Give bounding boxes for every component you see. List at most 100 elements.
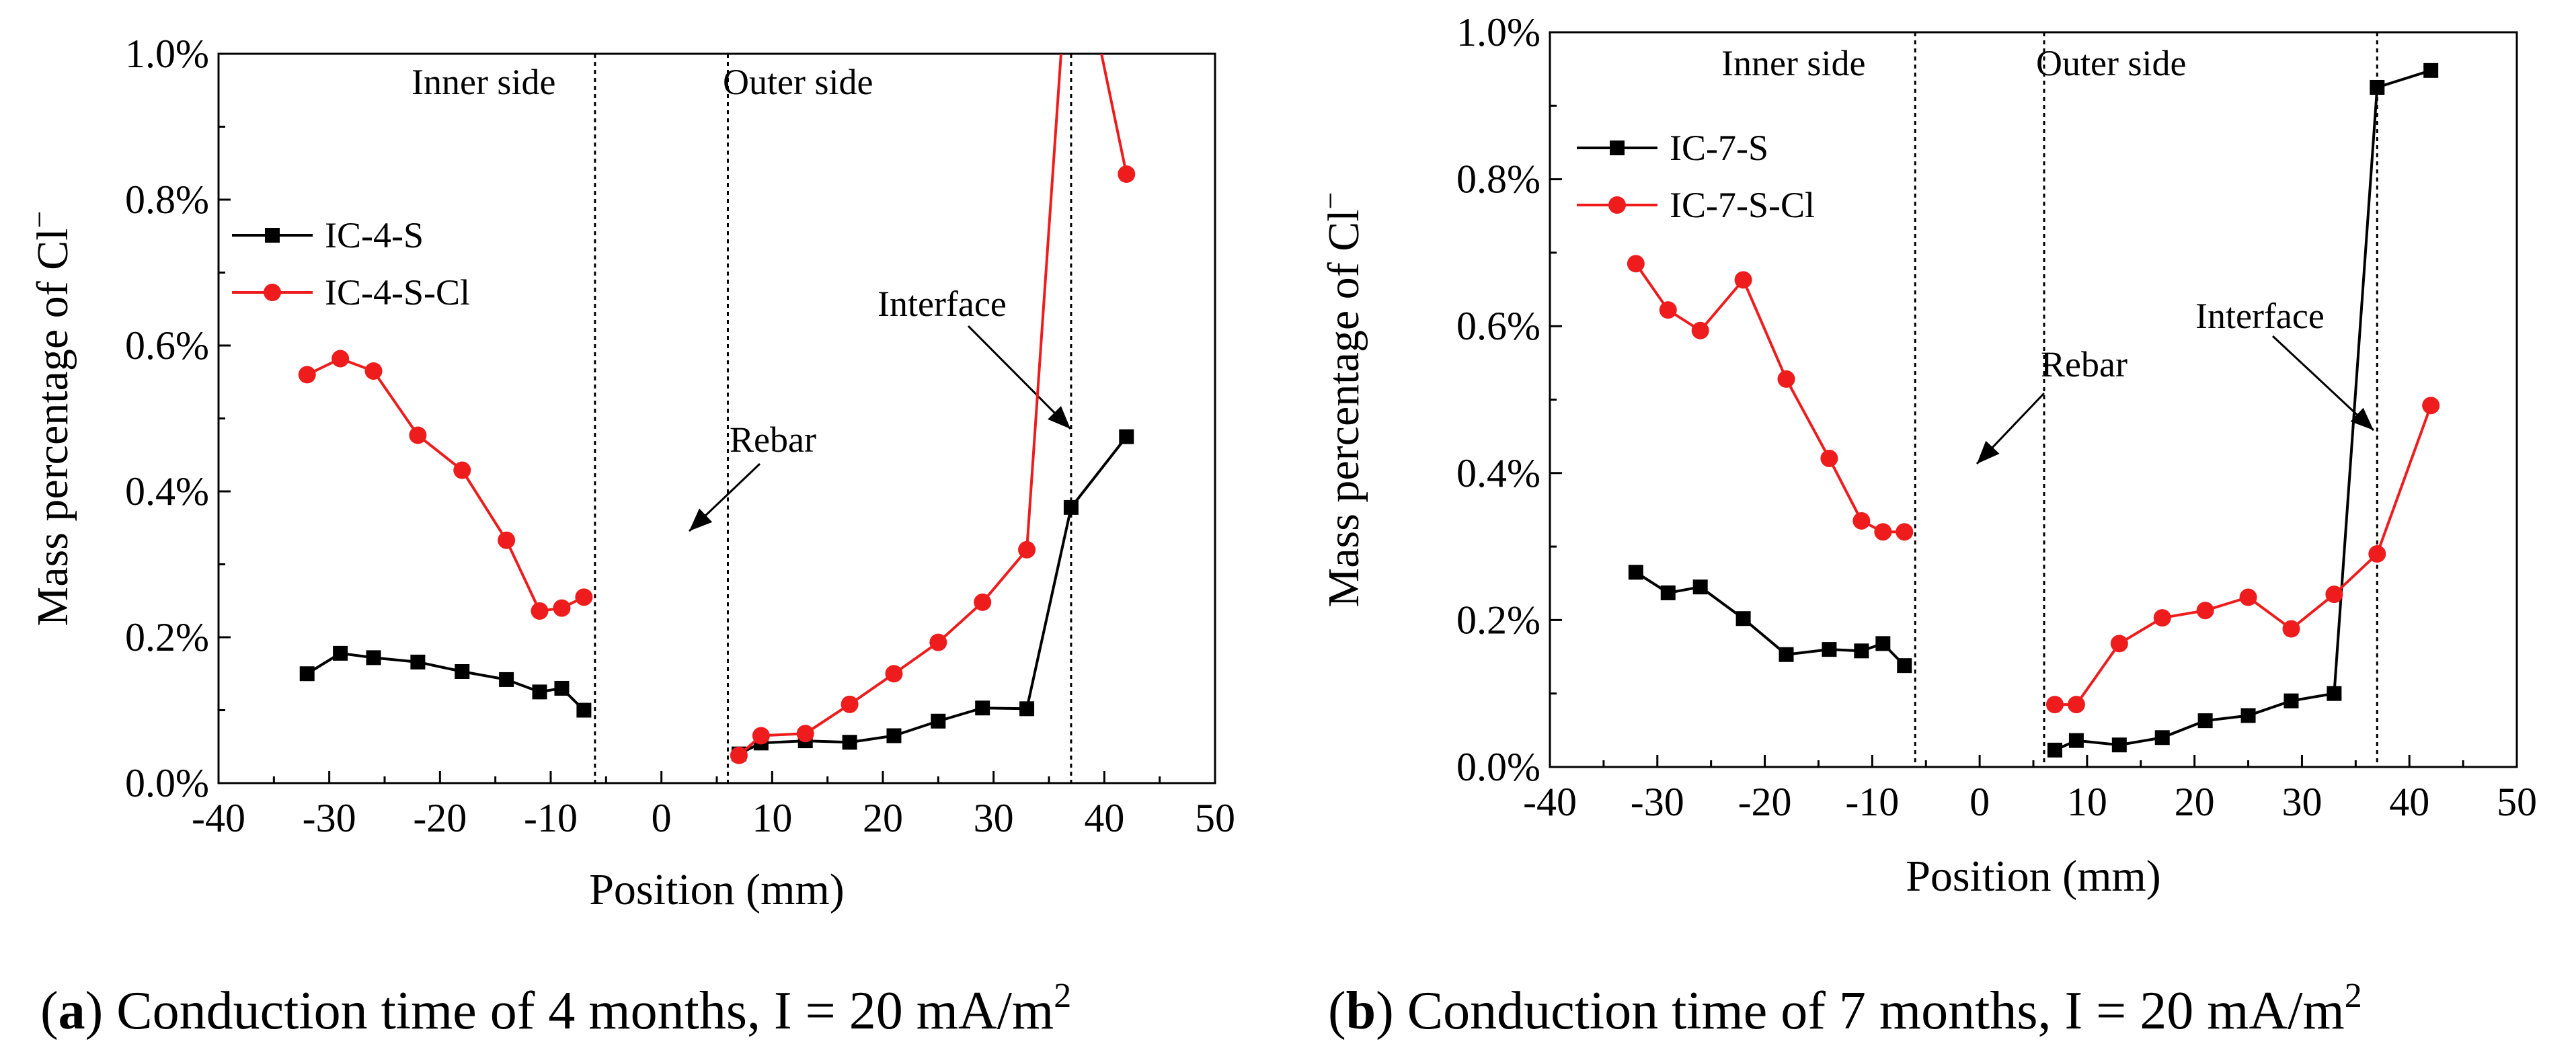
panel-a-interface-label: Interface [877, 284, 1007, 324]
panel-b-y-axis-title: Mass percentage of Cl− [1313, 192, 1368, 608]
panel-b-series-IC-7-S-Cl [1627, 255, 2440, 714]
panel-b-y-tick-label: 0.6% [1456, 304, 1540, 348]
panel-b-legend-marker [1610, 140, 1625, 155]
panel-b-legend-label: IC-7-S [1670, 128, 1768, 168]
panel-b-data-point [1896, 523, 1914, 541]
panel-b-data-point [1874, 523, 1892, 541]
panel-a-data-point [1118, 165, 1136, 184]
panel-a-data-point [333, 645, 348, 661]
panel-a-data-point [366, 650, 381, 665]
panel-b-y-tick-label: 0.0% [1456, 745, 1540, 789]
panel-b-caption-sup: 2 [2345, 977, 2362, 1015]
panel-b-data-point [1628, 565, 1643, 580]
panel-a-data-point [410, 654, 426, 670]
panel-b-legend-marker [1608, 196, 1626, 214]
panel-a-legend-marker [264, 284, 281, 301]
panel-b-series-line [2054, 69, 2431, 752]
panel-a-y-tick-label: 1.0% [125, 32, 209, 76]
panel-a-rebar-label: Rebar [730, 419, 816, 460]
panel-b-rebar-label: Rebar [2041, 344, 2128, 385]
panel-b-data-point [2153, 609, 2171, 627]
panel-a-series-IC-4-S-Cl [298, 54, 1136, 764]
panel-b-data-point [2068, 733, 2084, 748]
panel-a-caption-sup: 2 [1054, 977, 1071, 1015]
panel-a-data-point [331, 350, 350, 368]
panel-a-data-point [554, 680, 570, 696]
panel-b-data-point [2370, 79, 2385, 95]
panel-b-data-point [1777, 370, 1795, 388]
panel-b-y-tick-label: 1.0% [1456, 10, 1540, 54]
panel-a-data-point [453, 461, 471, 479]
panel-b-caption-open: ( [1328, 981, 1346, 1041]
panel-b-data-point [2422, 397, 2440, 415]
panel-a-caption-open: ( [40, 981, 58, 1041]
panel-b-x-tick-label: -30 [1631, 780, 1684, 824]
panel-b-y-axis-title-sup: − [1313, 192, 1348, 210]
panel-a-x-tick-label: -40 [192, 796, 245, 840]
panel-b-data-point [1897, 658, 1912, 674]
panel-a-data-point [531, 602, 549, 620]
panel-a-series-line [306, 651, 585, 711]
panel-b-data-point [1659, 301, 1677, 319]
panel-b-data-point [1854, 643, 1869, 659]
panel-b-y-axis-title-main: Mass percentage of Cl [1319, 209, 1368, 607]
panel-b-data-point [1735, 611, 1751, 626]
panel-b-data-point [2325, 585, 2343, 604]
panel-b-x-tick-label: 20 [2175, 780, 2215, 824]
panel-a-data-point [975, 700, 990, 716]
panel-a-y-tick-label: 0.2% [125, 615, 209, 659]
panel-a-data-point [299, 666, 315, 682]
panel-b-x-tick-label: -20 [1738, 780, 1792, 824]
panel-a-data-point [576, 702, 592, 718]
panel-b-data-point [2240, 708, 2256, 723]
panel-a-x-tick-label: 30 [974, 796, 1014, 840]
panel-b-data-point [2368, 545, 2386, 563]
panel-a-data-point [752, 727, 770, 745]
panel-a-data-point [553, 599, 571, 617]
panel-a-interface-arrow-shaft [967, 325, 1072, 430]
panel-a-caption-text: Conduction time of 4 months, I = 20 mA/m [116, 981, 1054, 1041]
panel-a-x-tick-label: -10 [524, 796, 578, 840]
panel-a-data-point [931, 713, 946, 729]
panel-a-data-point [886, 728, 902, 743]
panel-a-caption: (a) Conduction time of 4 months, I = 20 … [40, 977, 1071, 1041]
panel-a-rebar-arrow-head [689, 508, 713, 531]
panel-a-y-axis-title-main: Mass percentage of Cl [28, 228, 77, 626]
panel-a-series-IC-4-S [299, 429, 1134, 762]
panel-a-x-tick-label: -30 [303, 796, 356, 840]
panel-b-y-tick-label: 0.2% [1456, 598, 1540, 642]
panel-a-data-point [929, 633, 947, 651]
panel-a-data-point [730, 746, 748, 764]
panel-b-series-IC-7-S [1628, 63, 2439, 758]
panel-b-data-point [2282, 620, 2300, 638]
panel-b-x-tick-label: -40 [1523, 780, 1577, 824]
panel-b-data-point [2110, 635, 2128, 653]
panel-a-data-point [841, 695, 859, 713]
panel-a-outer-side-label: Outer side [723, 62, 873, 102]
panel-a-interface-arrow-head [1048, 406, 1070, 429]
panel-a-inner-side-label: Inner side [412, 62, 555, 102]
panel-a-x-tick-label: 50 [1195, 796, 1235, 840]
panel-b-legend-label: IC-7-S-Cl [1670, 185, 1815, 225]
panel-b-data-point [2111, 737, 2127, 753]
panel-b-data-point [1779, 647, 1794, 662]
panel-a-x-tick-label: -20 [413, 796, 467, 840]
panel-a-series-line [738, 436, 1128, 756]
panel-b-y-tick-label: 0.8% [1456, 157, 1540, 202]
panel-b-caption-letter: b [1346, 981, 1376, 1041]
panel-b-series-line [2054, 405, 2433, 706]
panel-a-caption-letter: a [58, 981, 85, 1041]
panel-b-interface-label: Interface [2195, 296, 2325, 336]
panel-b-data-point [2045, 696, 2064, 714]
panel-b-y-tick-label: 0.4% [1456, 451, 1540, 495]
panel-a-data-point [974, 593, 992, 611]
panel-a-caption-close: ) [85, 981, 117, 1041]
panel-a-data-point [796, 725, 814, 743]
panel-a-data-point [364, 362, 383, 380]
panel-b-data-point [1822, 642, 1837, 657]
panel-b-data-point [1691, 321, 1709, 339]
panel-a-x-axis-title: Position (mm) [589, 865, 845, 914]
panel-b-x-tick-label: -10 [1845, 780, 1899, 824]
panel-a-data-point [455, 663, 470, 679]
